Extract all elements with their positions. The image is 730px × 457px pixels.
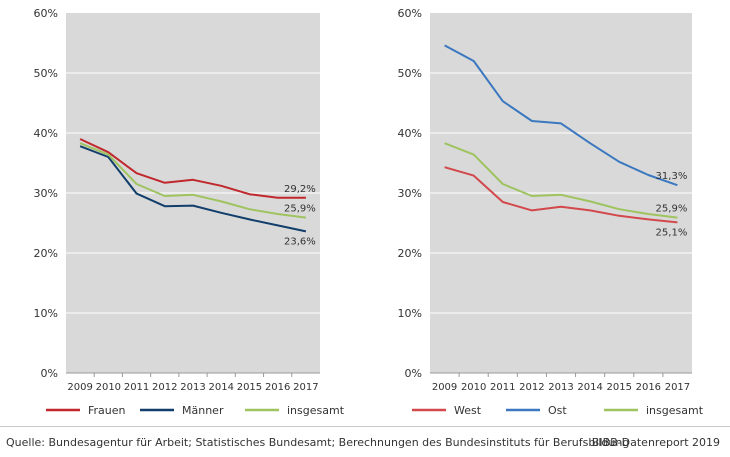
data-label: 31,3%: [656, 171, 688, 182]
footer-divider: [0, 426, 730, 427]
y-tick-label: 50%: [398, 67, 422, 80]
legend-label: Ost: [548, 404, 567, 417]
x-tick-label: 2015: [237, 382, 262, 393]
y-tick-label: 30%: [398, 187, 422, 200]
x-tick-label: 2013: [180, 382, 205, 393]
x-tick-label: 2010: [96, 382, 121, 393]
x-tick-label: 2016: [636, 382, 661, 393]
series-line-m-nner: [79, 145, 307, 233]
y-tick-label: 60%: [34, 7, 58, 20]
chart-left: 0% 10% 20% 30% 40% 50% 60% 2009 2010 2011 2012 2013…: [34, 7, 345, 417]
x-tick-label: 2011: [124, 382, 149, 393]
y-tick-label: 40%: [398, 127, 422, 140]
data-label: 25,1%: [656, 227, 688, 238]
x-tick-label: 2015: [606, 382, 631, 393]
legend-label: insgesamt: [646, 404, 704, 417]
legend-label: Männer: [182, 404, 224, 417]
data-label: 25,9%: [284, 204, 316, 215]
x-tick-label: 2013: [548, 382, 573, 393]
legend-label: insgesamt: [287, 404, 345, 417]
x-tick-label: 2009: [67, 382, 92, 393]
y-tick-label: 20%: [398, 247, 422, 260]
series-line-insgesamt: [79, 142, 307, 219]
series-line-ost: [444, 44, 678, 187]
legend-label: Frauen: [88, 404, 126, 417]
y-tick-label: 50%: [34, 67, 58, 80]
y-tick-label: 20%: [34, 247, 58, 260]
x-tick-label: 2012: [152, 382, 177, 393]
y-tick-label: 0%: [405, 367, 422, 380]
y-tick-label: 40%: [34, 127, 58, 140]
x-tick-label: 2010: [461, 382, 486, 393]
x-tick-label: 2014: [577, 382, 602, 393]
x-tick-label: 2016: [265, 382, 290, 393]
data-label: 23,6%: [284, 236, 316, 247]
x-tick-label: 2012: [519, 382, 544, 393]
y-tick-label: 10%: [398, 307, 422, 320]
x-tick-label: 2011: [490, 382, 515, 393]
data-label: 29,2%: [284, 184, 316, 195]
y-tick-label: 0%: [41, 367, 58, 380]
y-tick-label: 60%: [398, 7, 422, 20]
publisher-note: BIBB-Datenreport 2019: [591, 436, 720, 449]
x-tick-label: 2009: [432, 382, 457, 393]
chart-right: 0% 10% 20% 30% 40% 50% 60% 2009 2010 2011 2012 2013…: [398, 7, 704, 417]
y-tick-label: 10%: [34, 307, 58, 320]
series-line-insgesamt: [444, 142, 678, 219]
x-tick-label: 2014: [208, 382, 233, 393]
source-note: Quelle: Bundesagentur für Arbeit; Statis…: [6, 436, 630, 449]
series-line-frauen: [79, 138, 306, 199]
x-tick-label: 2017: [293, 382, 318, 393]
y-tick-label: 30%: [34, 187, 58, 200]
legend-label: West: [454, 404, 482, 417]
data-label: 25,9%: [656, 204, 688, 215]
x-tick-label: 2017: [665, 382, 690, 393]
series-line-west: [444, 166, 678, 224]
